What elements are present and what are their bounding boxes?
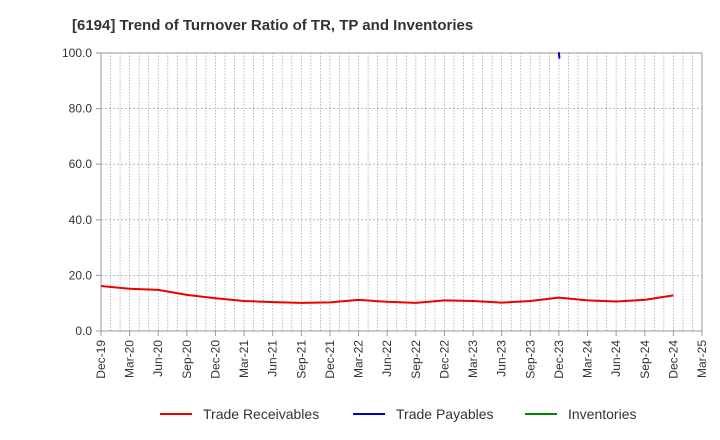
x-tick-label: Jun-24 (609, 340, 623, 377)
x-tick-label: Jun-23 (495, 340, 509, 377)
x-tick-label: Jun-22 (380, 340, 394, 377)
x-tick-label: Dec-21 (323, 340, 337, 379)
x-axis: Dec-19 Mar-20 Jun-20 Sep-20 Dec-20 Mar-21 Jun-… (94, 331, 709, 379)
x-tick-label: Sep-22 (409, 340, 423, 379)
legend: Trade Receivables Trade Payables Inventori… (160, 406, 636, 422)
legend-label: Trade Payables (396, 406, 494, 422)
x-tick-label: Dec-22 (437, 340, 451, 379)
x-tick-label: Dec-19 (94, 340, 108, 379)
legend-item-trade-receivables: Trade Receivables (160, 406, 319, 422)
y-tick-label: 80.0 (69, 102, 93, 116)
series-line-trade-receivables (100, 284, 674, 304)
grid (101, 53, 702, 331)
x-tick-label: Dec-24 (666, 340, 680, 379)
x-tick-label: Sep-21 (294, 340, 308, 379)
legend-label: Trade Receivables (203, 406, 319, 422)
series-line-trade-payables (557, 52, 561, 59)
x-tick-label: Mar-23 (466, 340, 480, 378)
y-tick-label: 100.0 (62, 46, 92, 60)
x-tick-label: Mar-22 (352, 340, 366, 378)
plot-frame (100, 52, 703, 332)
legend-item-trade-payables: Trade Payables (353, 406, 494, 422)
legend-label: Inventories (568, 406, 636, 422)
x-tick-label: Sep-23 (523, 340, 537, 379)
x-tick-label: Jun-20 (151, 340, 165, 377)
x-tick-label: Dec-20 (208, 340, 222, 379)
x-tick-label: Jun-21 (266, 340, 280, 377)
x-tick-label: Mar-25 (695, 340, 709, 378)
x-tick-label: Sep-20 (180, 340, 194, 379)
legend-item-inventories: Inventories (525, 406, 636, 422)
x-tick-label: Sep-24 (638, 340, 652, 379)
x-tick-label: Mar-24 (581, 340, 595, 378)
x-tick-label: Mar-20 (123, 340, 137, 378)
y-axis: 0.0 20.0 40.0 60.0 80.0 100.0 (62, 46, 101, 338)
x-tick-label: Mar-21 (237, 340, 251, 378)
x-tick-label: Dec-23 (552, 340, 566, 379)
y-tick-label: 60.0 (69, 157, 93, 171)
chart-title: [6194] Trend of Turnover Ratio of TR, TP… (72, 17, 473, 34)
series-group (100, 52, 674, 304)
y-tick-label: 40.0 (69, 213, 93, 227)
y-tick-label: 20.0 (69, 268, 93, 282)
y-tick-label: 0.0 (75, 324, 92, 338)
